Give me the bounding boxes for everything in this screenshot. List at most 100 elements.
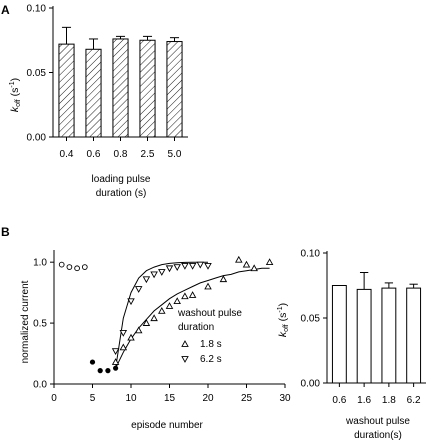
panel-a-xlabel-line2: duration (s): [96, 188, 147, 199]
y-tick-label: 0.10: [27, 4, 47, 15]
panel-b-right-ylabel-sub: off: [283, 324, 290, 332]
data-point: [173, 297, 181, 305]
panel-a-ylabel-unit: (s: [9, 88, 21, 100]
data-point: [204, 262, 212, 270]
x-tick-label: 0.4: [60, 149, 74, 160]
data-point: [81, 264, 88, 270]
x-tick-label: 5.0: [168, 149, 182, 160]
y-tick-label: 0.05: [27, 68, 47, 79]
y-tick-label: 0.5: [33, 319, 47, 330]
panel-b-right-ylabel-close: ): [277, 303, 289, 307]
panel-b-right-xlabel-line1: washout pulse: [345, 416, 410, 427]
bar: [406, 287, 422, 384]
panel-a-label: A: [1, 3, 10, 17]
y-tick-label: 0.00: [301, 379, 321, 390]
data-point: [111, 348, 120, 356]
bar: [331, 285, 347, 384]
x-tick-label: 15: [164, 393, 176, 404]
panel-a-ylabel-sup: -1: [9, 81, 16, 87]
y-tick-label: 0.10: [301, 249, 321, 260]
fit-curve: [115, 267, 270, 369]
data-point: [235, 255, 243, 263]
y-tick-label: 1.0: [33, 258, 47, 269]
data-point: [111, 358, 120, 365]
fit-curve: [115, 261, 208, 369]
legend-title-line2: duration: [178, 322, 214, 333]
x-tick-label: 10: [125, 393, 137, 404]
panel-a-plot: 0.00 0.05 0.10 0.4 0.6 0.8 2.5 5.0: [27, 4, 188, 160]
panel-a-ylabel-sub: off: [15, 99, 22, 107]
data-point: [242, 260, 251, 268]
panel-a-xlabel-line1: loading pulse: [92, 174, 151, 185]
data-point: [188, 262, 197, 270]
x-tick-label: 2.5: [141, 149, 155, 160]
data-point: [58, 261, 65, 268]
x-tick-label: 5: [90, 393, 96, 404]
x-tick-label: 6.2: [407, 395, 421, 406]
y-tick-label: 0.00: [27, 133, 47, 144]
x-tick-label: 1.8: [382, 395, 396, 406]
x-tick-label: 25: [241, 393, 253, 404]
panel-b-right-ylabel-unit: (s: [277, 313, 289, 325]
legend-title-line1: washout pulse: [177, 308, 242, 319]
panel-a-ylabel: koff (s-1): [9, 78, 22, 112]
bar: [58, 43, 75, 138]
data-point: [204, 282, 212, 290]
data-point: [181, 262, 189, 270]
data-point: [134, 286, 143, 293]
data-point: [105, 368, 111, 374]
y-tick-label: 0.0: [33, 380, 47, 391]
panel-a-ylabel-close: ): [9, 78, 21, 82]
bar: [166, 41, 183, 138]
data-point: [196, 261, 205, 269]
legend-entry-2-label: 6.2 s: [200, 354, 222, 365]
bar: [85, 48, 102, 138]
data-point: [89, 359, 96, 365]
data-point: [265, 258, 274, 266]
data-point: [66, 264, 73, 270]
bar: [112, 38, 129, 138]
data-point: [188, 291, 197, 298]
x-tick-label: 0.6: [87, 149, 101, 160]
data-point: [165, 265, 174, 273]
panel-b-xlabel: episode number: [131, 420, 203, 431]
data-point: [119, 329, 128, 337]
data-point: [127, 298, 135, 306]
x-tick-label: 30: [279, 393, 291, 404]
panel-b-label: B: [1, 225, 10, 239]
data-point: [119, 343, 128, 351]
panel-b-right-ylabel-k: k: [277, 331, 289, 337]
data-point: [142, 319, 151, 326]
data-point: [173, 264, 181, 271]
data-point: [97, 368, 103, 374]
data-point: [250, 264, 258, 272]
data-point: [74, 265, 80, 272]
data-point: [219, 275, 228, 283]
panel-b-legend: washout pulse duration 1.8 s 6.2 s: [177, 308, 242, 365]
data-point: [142, 276, 151, 284]
y-tick-label: 0.05: [301, 314, 321, 325]
panel-a: A 0.00 0.05 0.10 0.4 0.6 0.8 2.5 5.0 koff (s-1)…: [1, 3, 188, 199]
panel-a-ylabel-k: k: [9, 106, 21, 112]
data-point: [158, 269, 166, 276]
x-tick-label: 0: [51, 393, 57, 404]
data-point: [165, 302, 174, 309]
bar: [139, 39, 156, 138]
data-point: [113, 365, 119, 371]
data-point: [150, 271, 158, 279]
panel-b: B 0 5 10 15 20 25 30 0.0 0.5 1.0 normalized curre…: [1, 225, 291, 431]
legend-marker-triangle-up: [181, 340, 189, 347]
bar: [381, 287, 397, 384]
data-point: [134, 326, 143, 334]
data-point: [150, 314, 158, 322]
panel-b-right-ylabel: koff (s-1): [277, 303, 290, 337]
data-point: [181, 292, 189, 300]
x-tick-label: 0.8: [114, 149, 128, 160]
panel-b-ylabel: normalized current: [20, 280, 31, 363]
panel-b-right-ylabel-sup: -1: [277, 306, 284, 312]
panel-b-right-xlabel-line2: duration(s): [354, 430, 402, 441]
panel-b-plot: 0 5 10 15 20 25 30 0.0 0.5 1.0: [33, 250, 291, 404]
x-tick-label: 1.6: [357, 395, 371, 406]
x-tick-label: 20: [202, 393, 214, 404]
